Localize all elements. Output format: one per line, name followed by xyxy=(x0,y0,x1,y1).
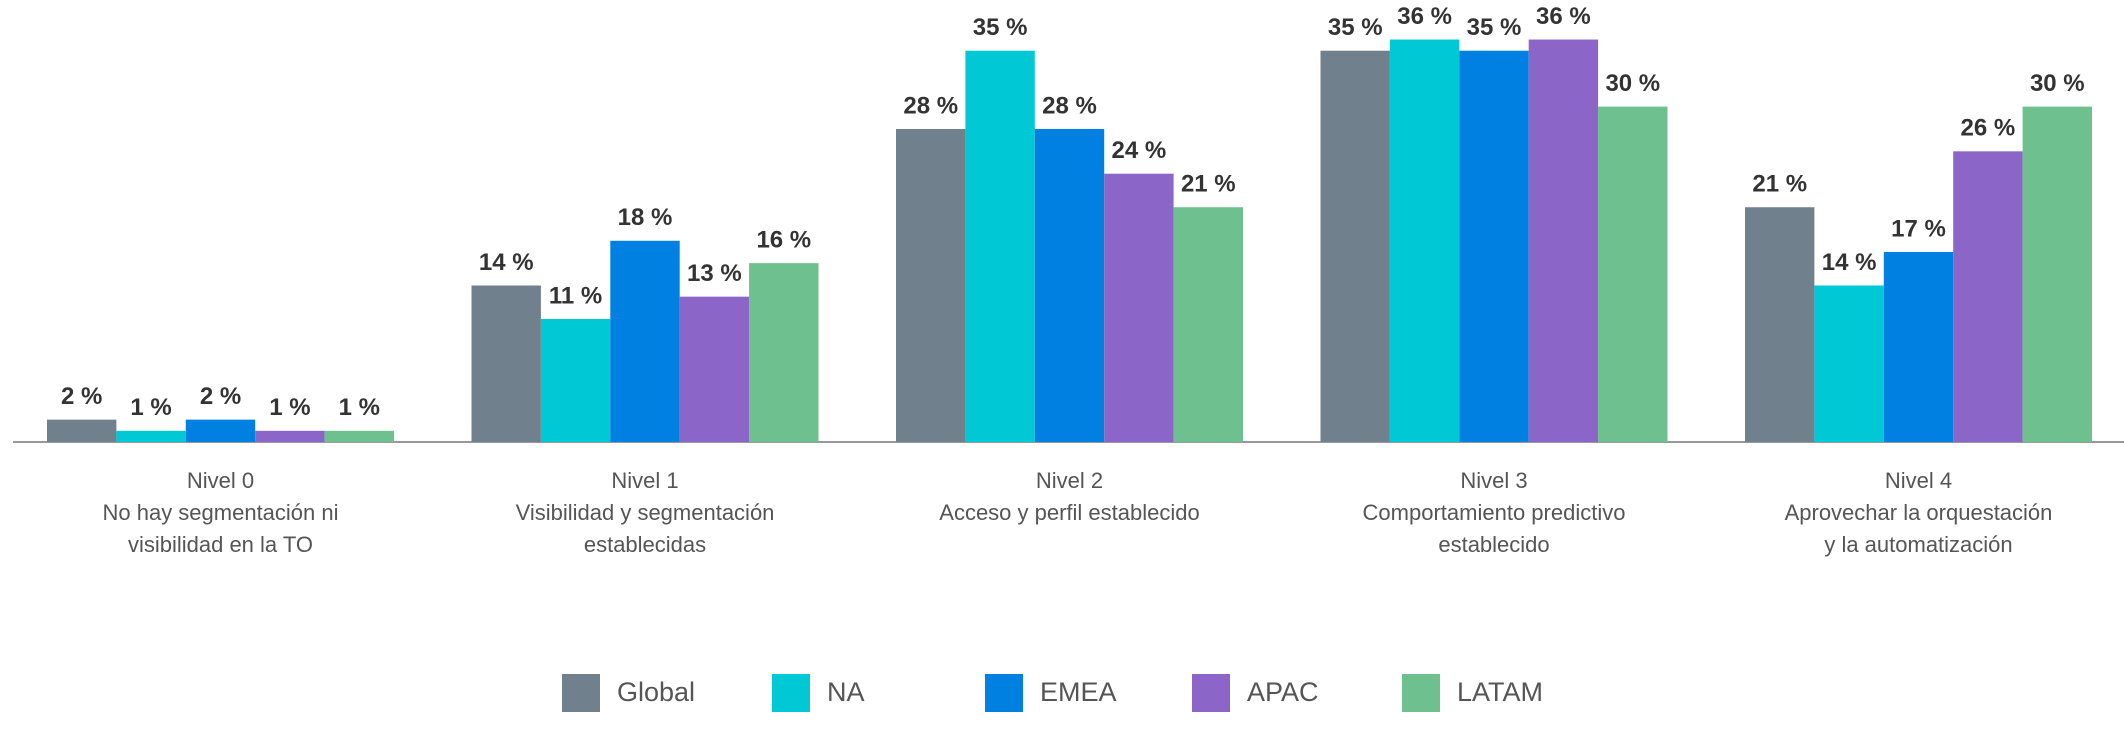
data-label: 30 % xyxy=(2030,70,2085,97)
bar xyxy=(896,128,966,442)
legend-label: NA xyxy=(827,677,865,707)
x-tick-label: Nivel 0 xyxy=(187,468,254,493)
bar xyxy=(540,319,611,442)
data-label: 2 % xyxy=(200,383,241,410)
bar xyxy=(749,263,819,442)
legend-label: EMEA xyxy=(1040,677,1117,707)
legend-swatch xyxy=(1402,674,1440,712)
legend-label: LATAM xyxy=(1457,677,1543,707)
data-label: 14 % xyxy=(479,249,534,276)
legend-swatch xyxy=(772,674,810,712)
bar xyxy=(116,430,186,442)
data-label: 35 % xyxy=(973,14,1028,41)
bar xyxy=(1528,39,1599,443)
x-tick-label: Comportamiento predictivo xyxy=(1363,500,1626,525)
legend-label: APAC xyxy=(1247,677,1319,707)
bar xyxy=(1745,207,1815,442)
bar xyxy=(2022,106,2092,442)
data-label: 18 % xyxy=(618,204,673,231)
bar xyxy=(185,419,256,442)
data-label: 28 % xyxy=(903,92,958,119)
x-tick-label: establecidas xyxy=(584,532,706,557)
bar xyxy=(1389,39,1460,443)
data-label: 1 % xyxy=(339,394,380,421)
bar xyxy=(255,430,325,442)
x-tick-label: establecido xyxy=(1438,532,1549,557)
data-label: 14 % xyxy=(1822,249,1877,276)
data-label: 26 % xyxy=(1961,115,2016,142)
data-label: 13 % xyxy=(687,260,742,287)
x-tick-label: Visibilidad y segmentación xyxy=(516,500,775,525)
bar xyxy=(679,296,750,442)
data-label: 21 % xyxy=(1181,171,1236,198)
bar xyxy=(610,240,680,442)
data-label: 1 % xyxy=(130,394,171,421)
data-label: 1 % xyxy=(269,394,310,421)
bar xyxy=(1883,251,1954,442)
bar xyxy=(471,285,541,442)
bar xyxy=(1034,128,1105,442)
bar xyxy=(1104,173,1174,442)
data-label: 16 % xyxy=(756,226,811,253)
legend-label: Global xyxy=(617,677,695,707)
x-tick-label: y la automatización xyxy=(1824,532,2012,557)
data-label: 17 % xyxy=(1891,215,1946,242)
bar xyxy=(1320,50,1390,442)
x-tick-label: Nivel 1 xyxy=(611,468,678,493)
bar xyxy=(1459,50,1529,442)
data-label: 36 % xyxy=(1536,3,1591,30)
bar xyxy=(1598,106,1668,442)
data-label: 35 % xyxy=(1467,14,1522,41)
data-label: 35 % xyxy=(1328,14,1383,41)
x-tick-label: Nivel 3 xyxy=(1460,468,1527,493)
x-tick-label: Nivel 2 xyxy=(1036,468,1103,493)
bar xyxy=(1953,151,2023,443)
data-label: 36 % xyxy=(1397,3,1452,30)
bar xyxy=(1814,285,1884,442)
legend-swatch xyxy=(562,674,600,712)
legend-swatch xyxy=(1192,674,1230,712)
bar xyxy=(1173,207,1243,442)
data-label: 11 % xyxy=(549,282,602,309)
x-tick-label: No hay segmentación ni xyxy=(102,500,338,525)
bar xyxy=(47,419,117,442)
x-tick-label: Aprovechar la orquestación xyxy=(1785,500,2053,525)
bar xyxy=(965,50,1035,442)
bar xyxy=(324,430,394,442)
data-label: 21 % xyxy=(1752,171,1807,198)
data-label: 2 % xyxy=(61,383,102,410)
legend-swatch xyxy=(985,674,1023,712)
data-label: 30 % xyxy=(1605,70,1660,97)
x-tick-label: visibilidad en la TO xyxy=(128,532,313,557)
data-label: 24 % xyxy=(1112,137,1167,164)
x-tick-label: Acceso y perfil establecido xyxy=(939,500,1199,525)
data-label: 28 % xyxy=(1042,92,1097,119)
x-tick-label: Nivel 4 xyxy=(1885,468,1952,493)
